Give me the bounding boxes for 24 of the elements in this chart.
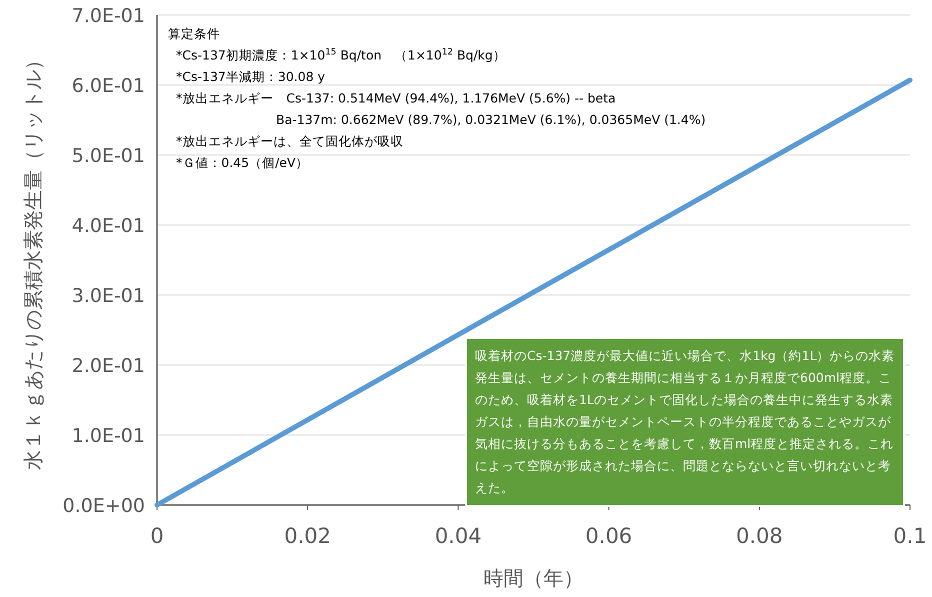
y-tick-label: 7.0E-01 (72, 5, 145, 27)
annotation: *Ｇ値：0.45（個/eV） (176, 155, 309, 170)
annotation: *放出エネルギーは、全て固化体が吸収 (176, 134, 404, 148)
x-axis-title: 時間（年） (484, 566, 584, 590)
x-tick-label: 0 (150, 524, 164, 548)
annotation: *放出エネルギー Cs-137: 0.514MeV (94.4%), 1.176MeV (5.6%) -- beta (176, 90, 616, 106)
x-tick-label: 0.06 (585, 524, 632, 548)
y-tick-label: 2.0E-01 (72, 355, 145, 377)
y-tick-label: 4.0E-01 (72, 215, 145, 237)
annotation: *Cs-137初期濃度：1×10$^{15}$ Bq/ton （1×10$^{12}$ Bq/kg） (176, 48, 506, 62)
annotation: *Cs-137半減期：30.08 y (176, 69, 326, 84)
annotation: 算定条件 (168, 26, 220, 41)
y-tick-label: 5.0E-01 (72, 145, 145, 167)
y-tick-label: 0.0E+00 (62, 495, 145, 517)
x-tick-label: 0.1 (893, 524, 927, 548)
y-tick-label: 1.0E-01 (72, 425, 145, 447)
x-tick-label: 0.08 (736, 524, 783, 548)
y-axis-title: 水１ｋｇあたりの累積水素発生量（リットル） (21, 50, 45, 470)
x-tick-label: 0.02 (284, 524, 331, 548)
annotation: Ba-137m: 0.662MeV (89.7%), 0.0321MeV (6.1%), 0.0365MeV (1.4%) (276, 112, 706, 127)
annotation: 吸着材のCs-137濃度が最大値に近い場合で、水1kg（約1L）からの水素発生量は、セメントの養生期間に相当する１か月程度で600ml程度。このため、吸着材を1Lのセメントで固化した場合の養生中に発生する水素ガスは，自由水の量がセメントペーストの半分程度であることやガスが気相に抜ける分もあることを考慮して，数百ml程度と推定される。これによって空隙が形成された場合に、問題とならないと言い切れないと考えた。 (465, 337, 905, 507)
y-tick-label: 6.0E-01 (72, 75, 145, 97)
x-tick-label: 0.04 (434, 524, 482, 548)
y-tick-label: 3.0E-01 (72, 285, 145, 307)
